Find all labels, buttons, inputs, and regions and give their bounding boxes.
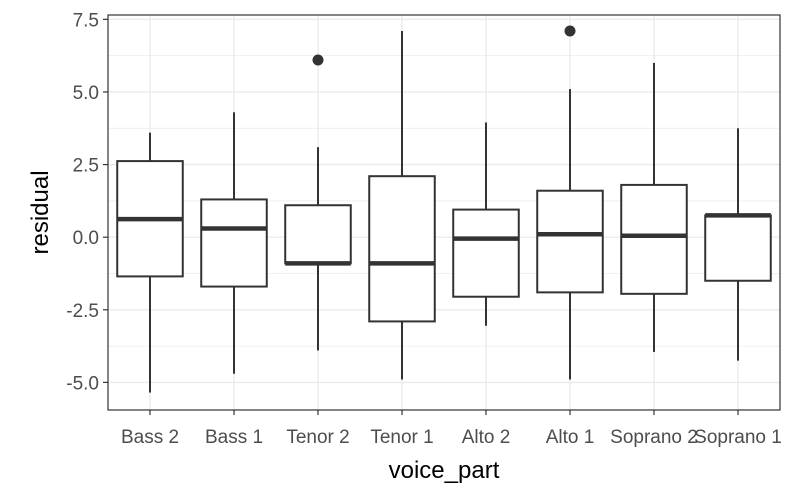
box-group: [536, 25, 604, 380]
box-group: [452, 122, 520, 326]
y-tick-label: -2.5: [66, 301, 99, 322]
box-iqr: [704, 214, 772, 282]
box-group: [116, 132, 184, 393]
x-tick-label: Alto 1: [546, 427, 595, 448]
y-tick-label: 7.5: [73, 10, 99, 31]
box-group: [200, 112, 268, 374]
y-tick-label: 0.0: [73, 228, 99, 249]
boxes: [116, 25, 772, 393]
x-tick-label: Alto 2: [462, 427, 511, 448]
y-axis-title: residual: [27, 170, 54, 254]
box-iqr: [368, 175, 436, 323]
x-tick-label: Tenor 1: [370, 427, 433, 448]
box-iqr: [620, 183, 688, 295]
x-tick-label: Soprano 1: [694, 427, 782, 448]
x-axis-title: voice_part: [389, 457, 500, 484]
x-tick-label: Soprano 2: [610, 427, 698, 448]
box-iqr: [452, 208, 520, 298]
panel-border: [107, 14, 781, 411]
box-iqr: [200, 198, 268, 288]
box-group: [620, 62, 688, 352]
outlier-point: [312, 54, 324, 66]
box-group: [284, 54, 352, 351]
y-tick-label: 5.0: [73, 83, 99, 104]
box-group: [368, 30, 436, 380]
y-tick-label: 2.5: [73, 156, 99, 177]
box-iqr: [536, 189, 604, 294]
y-tick-label: -5.0: [66, 373, 99, 394]
x-tick-label: Bass 2: [121, 427, 179, 448]
outlier-point: [564, 25, 576, 37]
x-tick-label: Tenor 2: [286, 427, 349, 448]
x-tick-label: Bass 1: [205, 427, 263, 448]
box-group: [704, 128, 772, 361]
axes: -5.0 -2.5 0.0 2.5 5.0 7.5 Bass 2 Bass 1 Tenor 2 T…: [66, 10, 782, 448]
box-iqr: [284, 204, 352, 265]
